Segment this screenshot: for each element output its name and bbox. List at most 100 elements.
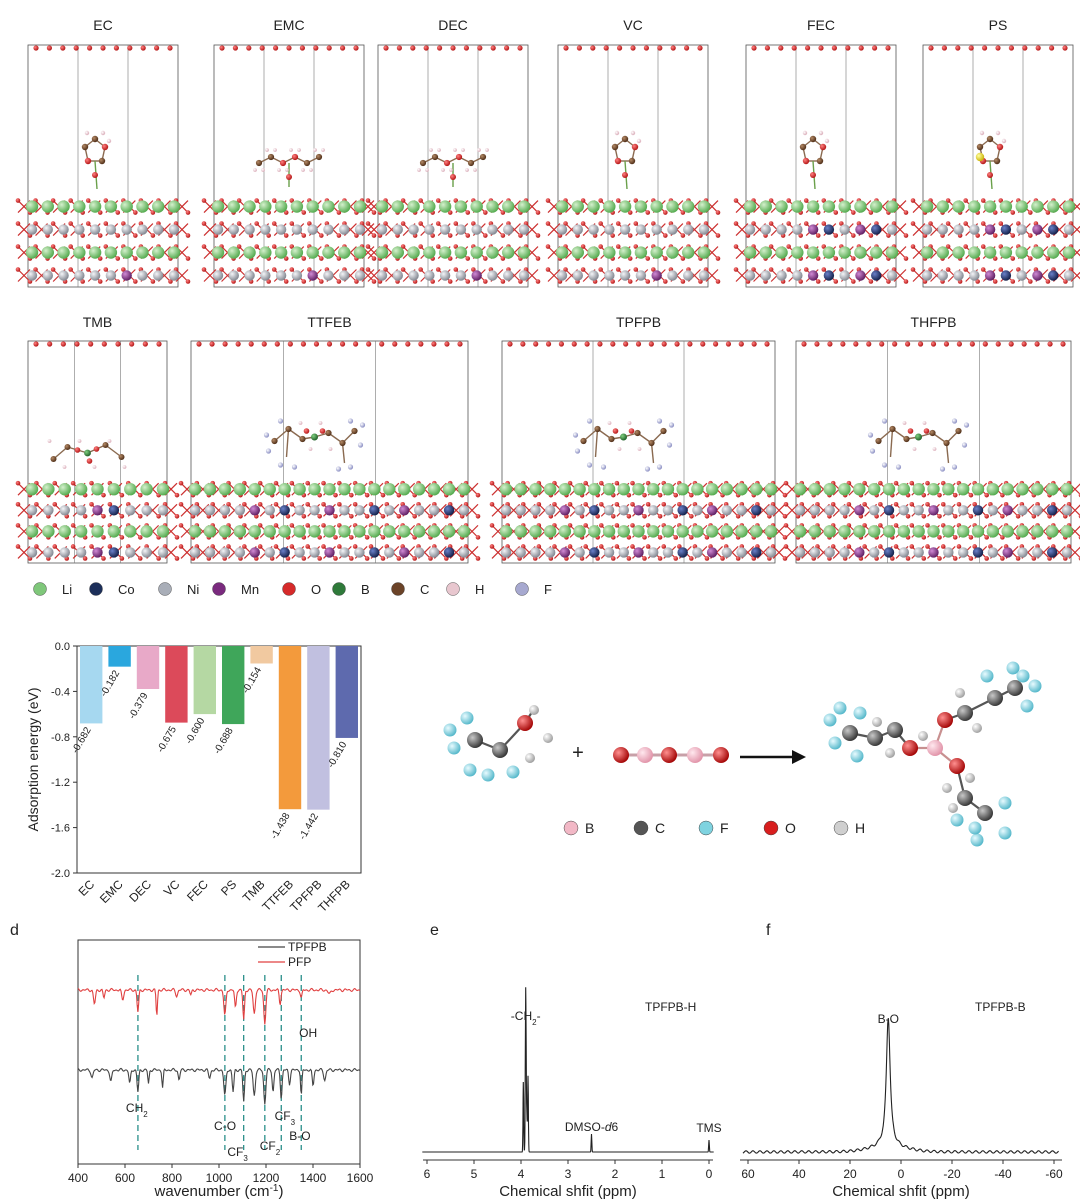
oxygen-atom (15, 221, 21, 226)
fluorine-atom (347, 418, 354, 424)
oxygen-atom (336, 279, 342, 284)
bond (650, 442, 655, 464)
oxygen-atom (968, 535, 974, 540)
oxygen-atom (567, 544, 573, 549)
oxygen-atom (85, 267, 91, 272)
manganese-atom (633, 505, 644, 516)
lithium-atom (104, 246, 118, 259)
oxygen-atom (337, 523, 342, 528)
lithium-atom (983, 200, 997, 213)
oxygen-atom (273, 45, 279, 51)
carbon-atom (118, 454, 125, 460)
legend-label: Mn (241, 582, 259, 597)
cobalt-atom (1000, 224, 1012, 235)
oxygen-atom (633, 244, 639, 249)
oxygen-atom (673, 513, 679, 519)
lithium-atom (42, 525, 55, 538)
oxygen-atom (365, 221, 371, 226)
lithium-atom (140, 525, 153, 538)
oxygen-atom (663, 233, 668, 238)
oxygen-atom (879, 341, 885, 347)
oxygen-atom (992, 256, 998, 261)
oxygen-atom (764, 45, 771, 51)
nickel-atom (556, 224, 568, 235)
nickel-atom (323, 270, 334, 281)
oxygen-atom (140, 45, 146, 51)
fluorine-atom (291, 464, 298, 470)
oxygen-atom (129, 341, 135, 347)
oxygen-atom (698, 233, 703, 238)
lithium-atom (588, 525, 601, 538)
oxygen-atom (317, 556, 322, 561)
oxygen-atom (34, 544, 39, 549)
oxygen-atom (305, 523, 310, 528)
pfp-spectrum (77, 987, 361, 1025)
lithium-atom (634, 200, 648, 213)
oxygen-atom (364, 513, 370, 519)
oxygen-atom (545, 198, 551, 203)
nickel-atom (309, 547, 320, 558)
oxygen-atom (1015, 513, 1021, 519)
carbon-atom (271, 437, 278, 445)
lithium-atom (823, 482, 836, 496)
o-bond (17, 223, 31, 236)
nickel-atom (683, 224, 694, 235)
oxygen-atom (768, 244, 774, 249)
cell-frame (377, 44, 529, 288)
nickel-atom (189, 547, 201, 558)
nickel-atom (667, 224, 678, 235)
oxygen-atom (471, 267, 476, 272)
x-tick-label: -20 (943, 1167, 961, 1181)
x-axis-label: Chemical shfit (ppm) (832, 1183, 970, 1200)
structure-title: TPFPB (616, 314, 661, 330)
oxygen-atom (74, 341, 80, 347)
oxygen-atom (627, 279, 633, 284)
oxygen-atom (418, 341, 424, 347)
manganese-atom (984, 224, 996, 235)
oxygen-atom (952, 492, 958, 498)
reaction-legend-b-icon (563, 820, 579, 836)
hydrogen-atom (461, 148, 465, 152)
lithium-atom (666, 246, 679, 259)
oxygen-atom (648, 341, 654, 347)
lithium-atom (956, 482, 970, 496)
lithium-atom (427, 482, 441, 496)
nickel-atom (1016, 224, 1027, 235)
cobalt-atom (1046, 505, 1058, 516)
lithium-atom (375, 200, 389, 213)
nickel-atom (744, 270, 756, 281)
oxygen-atom (349, 492, 354, 498)
peak-annotation: CF2 (260, 1139, 281, 1157)
oxygen-atom (430, 279, 435, 284)
oxygen-atom (465, 233, 471, 238)
fluorine-atom (853, 706, 867, 720)
lithium-atom (41, 246, 54, 259)
oxygen-atom (201, 221, 207, 226)
oxygen-atom (443, 159, 451, 167)
hydrogen-atom (477, 148, 481, 152)
oxygen-atom (786, 198, 791, 203)
lithium-atom (383, 525, 396, 538)
oxygen-atom (396, 45, 402, 51)
oxygen-atom (319, 210, 324, 215)
oxygen-atom (751, 341, 757, 347)
cobalt-atom (279, 547, 290, 558)
oxygen-atom (97, 233, 103, 238)
oxygen-atom (201, 267, 207, 272)
o-bond (705, 269, 719, 282)
oxygen-atom (137, 535, 143, 540)
oxygen-atom (101, 341, 107, 347)
nickel-atom (428, 505, 440, 516)
oxygen-atom (60, 45, 66, 51)
oxygen-atom (236, 198, 242, 203)
cobalt-atom (677, 505, 688, 516)
nickel-atom (439, 224, 451, 235)
lithium-atom (971, 525, 985, 538)
lithium-atom (602, 525, 616, 538)
oxygen-atom (909, 480, 915, 486)
oxygen-atom (943, 341, 950, 347)
lithium-atom (188, 525, 202, 538)
oxygen-atom (643, 45, 650, 51)
nickel-atom (1017, 505, 1028, 516)
fluorine-atom (359, 422, 366, 428)
